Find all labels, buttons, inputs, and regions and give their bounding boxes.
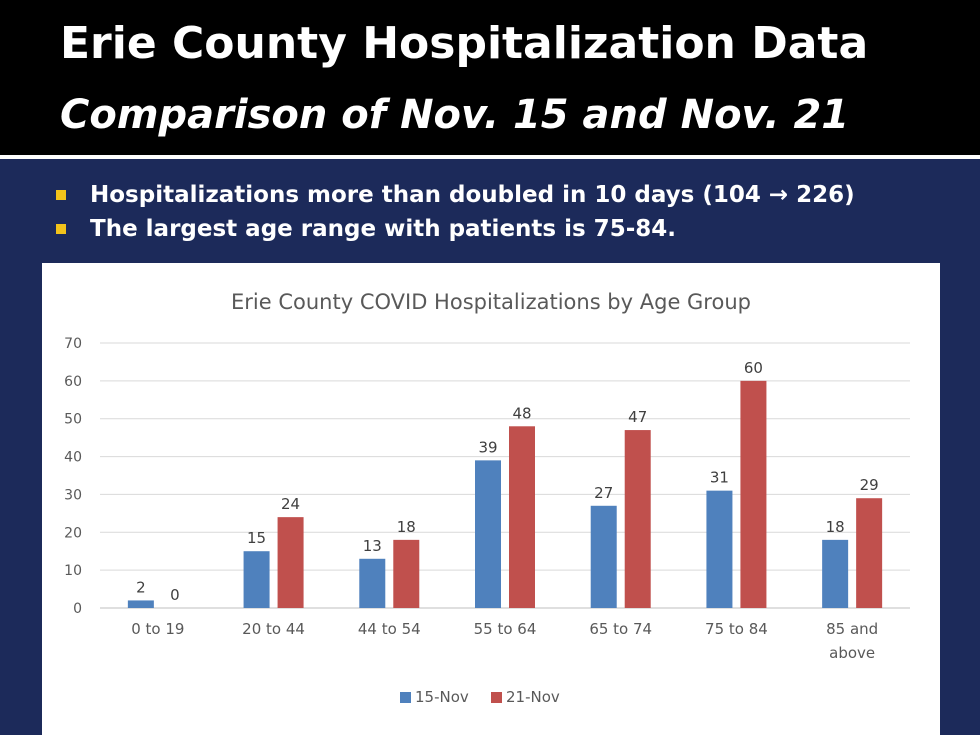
slide-title: Erie County Hospitalization Data [60, 18, 869, 69]
data-label: 29 [860, 476, 879, 494]
bullet-item: Hospitalizations more than doubled in 10… [56, 178, 956, 212]
y-tick-label: 0 [73, 601, 82, 617]
slide-header: Erie County Hospitalization Data Compari… [0, 0, 980, 155]
legend-label: 21-Nov [506, 688, 560, 706]
x-tick-label: 85 and above [826, 620, 878, 662]
bar-chart: Erie County COVID Hospitalizations by Ag… [64, 290, 910, 706]
data-label: 2 [136, 578, 146, 596]
data-label: 13 [363, 537, 382, 555]
bar-15-Nov [475, 460, 501, 608]
chart-panel: Erie County COVID Hospitalizations by Ag… [42, 263, 940, 735]
y-tick-label: 70 [64, 336, 82, 352]
square-bullet-icon [56, 224, 66, 234]
y-tick-label: 60 [64, 374, 82, 390]
y-tick-label: 10 [64, 563, 82, 579]
chart-title: Erie County COVID Hospitalizations by Ag… [231, 290, 751, 314]
y-tick-label: 30 [64, 487, 82, 503]
square-bullet-icon [56, 190, 66, 200]
bar-21-Nov [393, 539, 420, 608]
slide-subtitle: Comparison of Nov. 15 and Nov. 21 [60, 92, 850, 138]
data-label: 18 [397, 518, 416, 536]
bullet-text: Hospitalizations more than doubled in 10… [90, 182, 855, 208]
bar-15-Nov [822, 539, 849, 608]
data-label: 60 [744, 359, 763, 377]
bar-15-Nov [590, 505, 617, 608]
x-tick-label: 0 to 19 [131, 620, 184, 638]
bullet-text: The largest age range with patients is 7… [90, 216, 676, 242]
data-label: 18 [826, 518, 845, 536]
legend-label: 15-Nov [415, 688, 469, 706]
bullet-item: The largest age range with patients is 7… [56, 212, 956, 246]
data-label: 39 [478, 438, 497, 456]
bar-15-Nov [127, 600, 154, 608]
bullet-list: Hospitalizations more than doubled in 10… [56, 178, 956, 246]
data-label: 31 [710, 469, 729, 487]
x-tick-label: 55 to 64 [474, 620, 537, 638]
bar-21-Nov [740, 380, 767, 608]
bar-15-Nov [243, 551, 270, 608]
x-tick-label: 44 to 54 [358, 620, 421, 638]
y-tick-label: 40 [64, 450, 82, 466]
y-tick-label: 20 [64, 525, 82, 541]
bar-21-Nov [624, 430, 651, 608]
data-label: 27 [594, 484, 613, 502]
data-label: 47 [628, 408, 647, 426]
bar-21-Nov [509, 426, 535, 608]
header-divider [0, 155, 980, 159]
legend-swatch [491, 692, 502, 703]
data-label: 15 [247, 529, 266, 547]
data-label: 0 [170, 586, 180, 604]
x-tick-label: 65 to 74 [589, 620, 652, 638]
bar-21-Nov [277, 517, 304, 608]
legend-swatch [400, 692, 411, 703]
bar-21-Nov [856, 498, 883, 608]
bar-15-Nov [359, 558, 386, 608]
x-tick-label: 75 to 84 [705, 620, 768, 638]
bar-15-Nov [706, 490, 733, 608]
data-label: 48 [512, 404, 531, 422]
x-tick-label: 20 to 44 [242, 620, 305, 638]
y-tick-label: 50 [64, 412, 82, 428]
data-label: 24 [281, 495, 300, 513]
